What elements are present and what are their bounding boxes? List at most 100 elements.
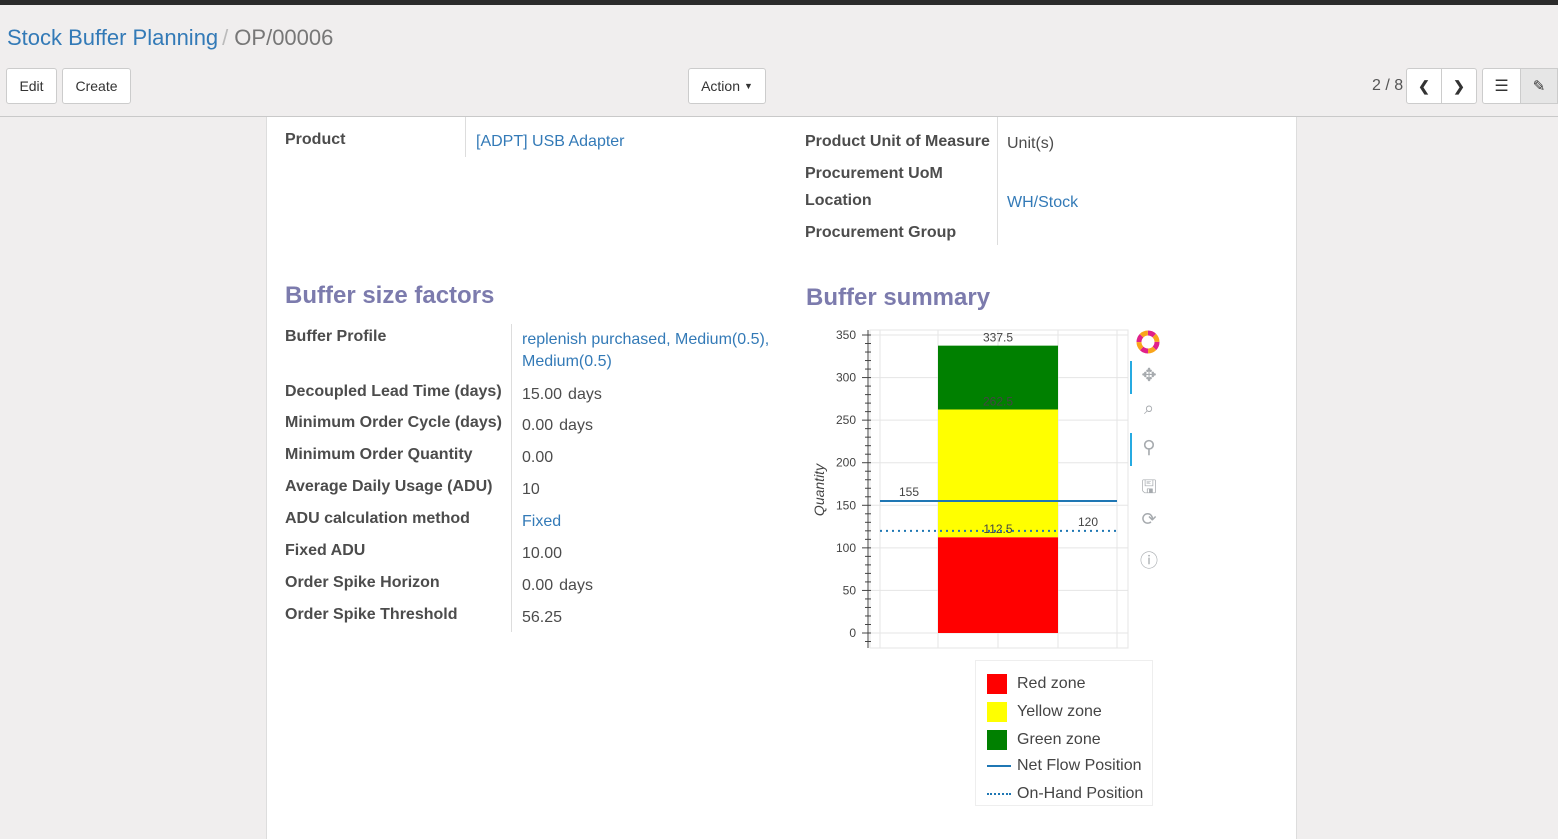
save-icon[interactable]: 🖫 — [1141, 477, 1157, 497]
value: 15.00 — [522, 386, 563, 403]
breadcrumb-parent[interactable]: Stock Buffer Planning — [7, 25, 219, 50]
y-tick-label: 50 — [843, 583, 857, 597]
pager-value: 2 / 8 — [1372, 77, 1404, 94]
legend-on-hand: On-Hand Position — [987, 785, 1143, 803]
legend-label: Net Flow Position — [1017, 757, 1142, 774]
factor-label: Fixed ADU — [285, 542, 366, 559]
divider — [511, 324, 512, 632]
active-tool-indicator — [1130, 433, 1132, 466]
factor-label: ADU calculation method — [285, 510, 470, 527]
breadcrumb-current: OP/00006 — [234, 25, 334, 50]
swatch — [987, 793, 1011, 795]
legend-net-flow: Net Flow Position — [987, 757, 1142, 775]
factor-value: 15.00 days — [522, 386, 602, 404]
factor-value: 0.00 days — [522, 577, 593, 595]
chevron-right-icon[interactable]: ❯ — [1441, 68, 1477, 104]
factor-value[interactable]: Fixed — [522, 513, 561, 531]
factor-value: 10 — [522, 481, 540, 499]
bar-green-zone — [938, 345, 1058, 410]
factor-label: Average Daily Usage (ADU) — [285, 478, 493, 495]
value: replenish purchased, Medium(0.5), — [522, 331, 770, 348]
procurement-uom-label: Procurement UoM — [805, 165, 943, 182]
bar-label: 262.5 — [983, 395, 1013, 409]
procurement-group-label: Procurement Group — [805, 224, 957, 241]
legend-green-zone: Green zone — [987, 730, 1101, 750]
location-label: Location — [805, 192, 872, 209]
factor-label: Decoupled Lead Time (days) — [285, 383, 502, 400]
form-view-icon[interactable]: ✎ — [1520, 68, 1558, 104]
buffer-summary-title: Buffer summary — [806, 284, 991, 311]
divider — [465, 117, 466, 157]
factor-value: 10.00 — [522, 545, 562, 563]
value: 10.00 — [522, 545, 563, 562]
unit: days — [559, 417, 593, 434]
uom-label: Product Unit of Measure — [805, 133, 990, 150]
y-tick-label: 100 — [836, 541, 856, 555]
legend-label: On-Hand Position — [1017, 785, 1144, 802]
value: 56.25 — [522, 609, 563, 626]
bar-yellow-zone — [938, 409, 1058, 538]
bar-red-zone — [938, 537, 1058, 633]
product-link[interactable]: [ADPT] USB Adapter — [476, 133, 625, 150]
y-axis-label: Quantity — [811, 463, 827, 516]
action-label: Action — [701, 78, 740, 94]
y-tick-label: 0 — [849, 626, 856, 640]
factor-label: Minimum Order Quantity — [285, 446, 473, 463]
bar-label: 112.5 — [983, 522, 1012, 536]
y-tick-label: 250 — [836, 413, 856, 427]
unit: days — [568, 386, 602, 403]
divider — [997, 117, 998, 245]
factor-value[interactable]: replenish purchased, Medium(0.5), — [522, 331, 769, 349]
uom-value: Unit(s) — [1007, 135, 1055, 152]
legend-label: Yellow zone — [1017, 703, 1102, 720]
location-link[interactable]: WH/Stock — [1007, 194, 1079, 211]
factor-value: 0.00 days — [522, 417, 593, 435]
line-label: 120 — [1078, 515, 1098, 529]
swatch — [987, 730, 1007, 750]
factor-value-cont[interactable]: Medium(0.5) — [522, 353, 612, 370]
box-zoom-icon[interactable]: ⌕ — [1143, 398, 1155, 418]
create-button[interactable]: Create — [62, 68, 131, 104]
breadcrumb: Stock Buffer Planning / OP/00006 — [7, 25, 334, 50]
value: 0.00 — [522, 577, 554, 594]
bar-label: 337.5 — [983, 331, 1013, 345]
y-tick-label: 350 — [836, 328, 856, 342]
factor-label: Buffer Profile — [285, 328, 387, 345]
line-label: 155 — [899, 485, 919, 499]
factor-value: 56.25 — [522, 609, 562, 627]
swatch — [987, 765, 1011, 767]
reset-icon[interactable]: ⟳ — [1141, 509, 1157, 529]
value: 0.00 — [522, 417, 554, 434]
control-panel: Stock Buffer Planning / OP/00006 Edit Crea… — [0, 5, 1558, 117]
help-icon[interactable]: ⓘ — [1140, 551, 1158, 571]
top-bar — [0, 0, 1558, 5]
legend-red-zone: Red zone — [987, 674, 1086, 694]
edit-button[interactable]: Edit — [6, 68, 57, 104]
active-tool-indicator — [1130, 361, 1132, 394]
product-label: Product — [285, 131, 346, 148]
value: 10 — [522, 481, 540, 498]
factor-label: Order Spike Threshold — [285, 606, 458, 623]
value: 0.00 — [522, 449, 554, 466]
pan-icon[interactable]: ✥ — [1141, 365, 1157, 385]
unit: days — [559, 577, 593, 594]
y-tick-label: 150 — [836, 498, 856, 512]
wheel-zoom-icon[interactable]: ⚲ — [1142, 437, 1156, 457]
factor-label: Minimum Order Cycle (days) — [285, 414, 502, 431]
factor-value: 0.00 — [522, 449, 553, 467]
buffer-size-factors-title: Buffer size factors — [285, 282, 495, 309]
factor-label: Order Spike Horizon — [285, 574, 440, 591]
caret-down-icon: ▼ — [744, 81, 753, 91]
swatch — [987, 674, 1007, 694]
list-view-icon[interactable]: ☰ — [1482, 68, 1521, 104]
legend-label: Green zone — [1017, 731, 1101, 748]
y-tick-label: 200 — [836, 456, 856, 470]
bokeh-logo-icon[interactable] — [1136, 330, 1160, 359]
value: Fixed — [522, 513, 562, 530]
swatch — [987, 702, 1007, 722]
legend-yellow-zone: Yellow zone — [987, 702, 1102, 722]
action-dropdown[interactable]: Action ▼ — [688, 68, 766, 104]
y-tick-label: 300 — [836, 371, 856, 385]
legend-label: Red zone — [1017, 675, 1086, 692]
